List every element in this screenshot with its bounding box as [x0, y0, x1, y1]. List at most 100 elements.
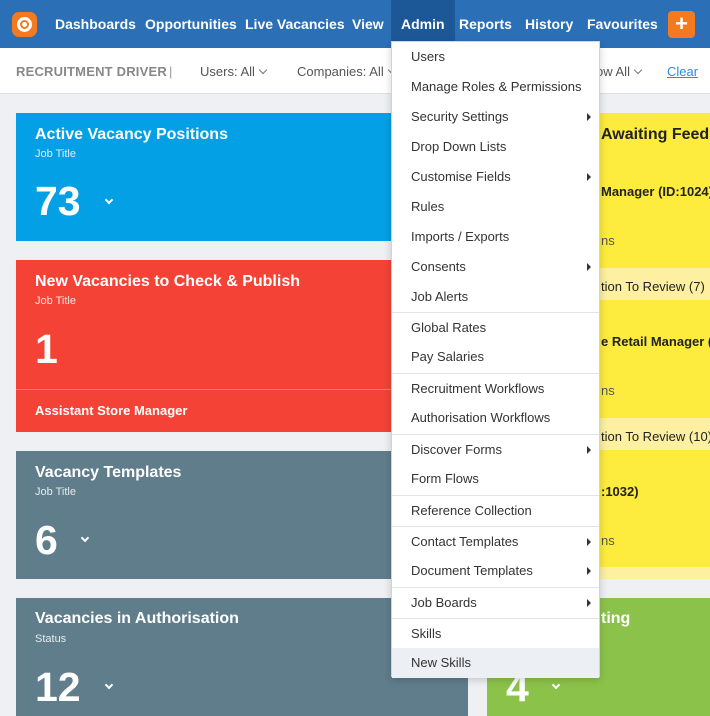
card-title: New Vacancies to Check & Publish: [35, 273, 300, 290]
card-subtitle: Job Title: [35, 486, 76, 498]
submenu-arrow-icon: [587, 599, 591, 607]
users-filter-label: Users: All: [200, 64, 255, 79]
show-filter-label: ow All: [596, 64, 630, 79]
menu-item-imports-exports[interactable]: Imports / Exports: [392, 222, 599, 252]
nav-reports[interactable]: Reports: [459, 16, 512, 32]
list-item[interactable]: :1032): [601, 484, 639, 499]
menu-item-pay-salaries[interactable]: Pay Salaries: [392, 342, 599, 372]
vacancy-item[interactable]: Assistant Store Manager: [35, 403, 188, 418]
menu-item-form-flows[interactable]: Form Flows: [392, 464, 599, 494]
filter-bar: RECRUITMENT DRIVER | Users: All Companie…: [0, 48, 710, 94]
card-title: Awaiting Feedb: [601, 126, 710, 143]
menu-item-users[interactable]: Users: [392, 42, 599, 72]
menu-item-label: Reference Collection: [411, 503, 532, 518]
card-title: Vacancy Templates: [35, 464, 182, 481]
divider: [16, 389, 468, 390]
menu-item-label: Drop Down Lists: [411, 139, 507, 154]
menu-item-manage-roles[interactable]: Manage Roles & Permissions: [392, 72, 599, 102]
card-count: 1: [35, 326, 58, 372]
companies-filter-label: Companies: All: [297, 64, 384, 79]
menu-item-label: Contact Templates: [411, 534, 519, 549]
chevron-down-icon[interactable]: [104, 195, 114, 205]
menu-item-label: Document Templates: [411, 563, 533, 578]
add-button[interactable]: +: [668, 11, 695, 38]
list-item: ns: [601, 533, 615, 548]
admin-dropdown-menu: Users Manage Roles & Permissions Securit…: [391, 41, 600, 678]
list-item[interactable]: Manager (ID:1024): [601, 184, 710, 199]
menu-item-label: Imports / Exports: [411, 229, 510, 244]
card-subtitle: Job Title: [35, 295, 76, 307]
top-navigation: Dashboards Opportunities Live Vacancies …: [0, 0, 710, 48]
page-title: RECRUITMENT DRIVER: [16, 64, 167, 79]
menu-item-skills[interactable]: Skills: [392, 618, 599, 648]
card-count: 73: [35, 178, 81, 224]
card-count: 6: [35, 517, 58, 563]
list-item: ns: [601, 383, 615, 398]
chevron-down-icon[interactable]: [551, 680, 561, 690]
chevron-down-icon[interactable]: [104, 680, 114, 690]
list-item[interactable]: tion To Review (10): [601, 429, 710, 444]
menu-item-label: Customise Fields: [411, 169, 511, 184]
card-title: Active Vacancy Positions: [35, 126, 228, 143]
menu-item-customise-fields[interactable]: Customise Fields: [392, 162, 599, 192]
menu-item-label: New Skills: [411, 655, 471, 670]
menu-item-label: Form Flows: [411, 471, 479, 486]
submenu-arrow-icon: [587, 446, 591, 454]
card-subtitle: Job Title: [35, 148, 76, 160]
submenu-arrow-icon: [587, 263, 591, 271]
menu-item-document-templates[interactable]: Document Templates: [392, 556, 599, 586]
nav-favourites[interactable]: Favourites: [587, 16, 658, 32]
menu-item-consents[interactable]: Consents: [392, 252, 599, 282]
menu-item-security-settings[interactable]: Security Settings: [392, 102, 599, 132]
chevron-down-icon: [633, 65, 643, 75]
list-item[interactable]: tion To Review (7): [601, 279, 705, 294]
menu-item-discover-forms[interactable]: Discover Forms: [392, 434, 599, 464]
app-logo[interactable]: [12, 12, 37, 37]
menu-item-label: Discover Forms: [411, 442, 503, 457]
nav-live-vacancies[interactable]: Live Vacancies: [245, 16, 345, 32]
menu-item-label: Authorisation Workflows: [411, 410, 551, 425]
show-filter[interactable]: ow All: [596, 64, 643, 79]
menu-item-label: Users: [411, 49, 445, 64]
nav-opportunities[interactable]: Opportunities: [145, 16, 237, 32]
menu-item-contact-templates[interactable]: Contact Templates: [392, 526, 599, 556]
menu-item-label: Job Boards: [411, 595, 477, 610]
nav-dashboards[interactable]: Dashboards: [55, 16, 136, 32]
clear-link[interactable]: Clear: [667, 64, 699, 79]
submenu-arrow-icon: [587, 173, 591, 181]
list-item[interactable]: e Retail Manager (I: [601, 334, 710, 349]
menu-item-global-rates[interactable]: Global Rates: [392, 312, 599, 342]
menu-item-label: Manage Roles & Permissions: [411, 79, 582, 94]
companies-filter[interactable]: Companies: All: [297, 64, 396, 79]
users-filter[interactable]: Users: All: [200, 64, 268, 79]
menu-item-label: Global Rates: [411, 320, 487, 335]
divider: |: [169, 64, 173, 79]
menu-item-label: Recruitment Workflows: [411, 381, 545, 396]
menu-item-rules[interactable]: Rules: [392, 192, 599, 222]
menu-item-label: Security Settings: [411, 109, 509, 124]
chevron-down-icon: [258, 65, 268, 75]
menu-item-label: Consents: [411, 259, 466, 274]
menu-item-reference-collection[interactable]: Reference Collection: [392, 495, 599, 525]
menu-item-authorisation-workflows[interactable]: Authorisation Workflows: [392, 403, 599, 433]
card-title: ting: [601, 610, 631, 627]
menu-item-new-skills[interactable]: New Skills: [392, 648, 599, 678]
submenu-arrow-icon: [587, 567, 591, 575]
card-title: Vacancies in Authorisation: [35, 610, 239, 627]
menu-item-label: Rules: [411, 199, 445, 214]
submenu-arrow-icon: [587, 538, 591, 546]
menu-item-label: Job Alerts: [411, 289, 469, 304]
chevron-down-icon[interactable]: [80, 533, 90, 543]
nav-view[interactable]: View: [352, 16, 384, 32]
menu-item-job-boards[interactable]: Job Boards: [392, 587, 599, 617]
menu-item-recruitment-workflows[interactable]: Recruitment Workflows: [392, 373, 599, 403]
menu-item-label: Pay Salaries: [411, 349, 484, 364]
menu-item-label: Skills: [411, 626, 442, 641]
menu-item-job-alerts[interactable]: Job Alerts: [392, 282, 599, 312]
card-subtitle: Status: [35, 633, 67, 645]
menu-item-drop-down-lists[interactable]: Drop Down Lists: [392, 132, 599, 162]
submenu-arrow-icon: [587, 113, 591, 121]
nav-history[interactable]: History: [525, 16, 574, 32]
list-item: ns: [601, 233, 615, 248]
card-count: 12: [35, 664, 81, 710]
